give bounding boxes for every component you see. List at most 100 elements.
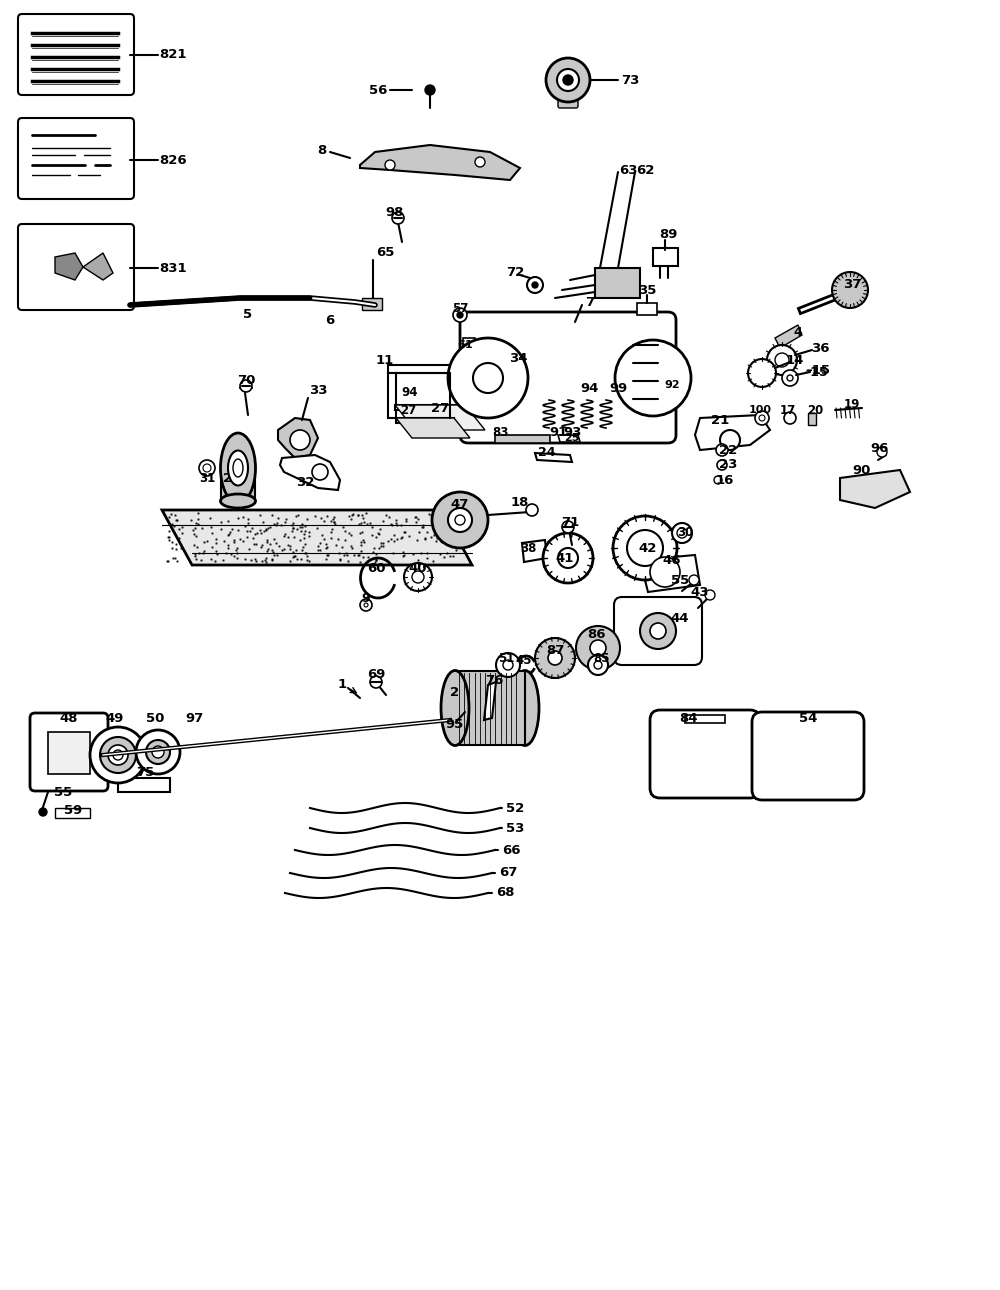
Text: 1: 1 [337, 679, 347, 691]
Circle shape [240, 381, 252, 392]
Text: 73: 73 [621, 74, 639, 86]
Circle shape [716, 444, 728, 455]
Text: 28: 28 [223, 472, 241, 485]
Circle shape [503, 660, 513, 670]
Circle shape [767, 344, 797, 375]
Text: 30: 30 [677, 525, 693, 538]
Circle shape [787, 375, 793, 381]
Bar [388, 365, 463, 373]
Text: 56: 56 [369, 84, 387, 97]
Text: 54: 54 [799, 712, 817, 725]
Text: 24: 24 [538, 446, 556, 459]
Bar [495, 435, 550, 442]
Text: 7: 7 [585, 295, 595, 308]
Text: 45: 45 [516, 654, 532, 667]
Polygon shape [582, 648, 598, 658]
Circle shape [784, 412, 796, 424]
Circle shape [563, 75, 573, 85]
Text: 91: 91 [549, 426, 567, 439]
Text: 18: 18 [511, 497, 529, 510]
Circle shape [392, 212, 404, 224]
Text: 4: 4 [794, 326, 802, 339]
Circle shape [755, 412, 769, 424]
Polygon shape [455, 671, 525, 746]
Circle shape [475, 157, 485, 166]
Circle shape [543, 533, 593, 583]
Circle shape [615, 341, 691, 415]
Circle shape [364, 602, 368, 608]
Polygon shape [221, 466, 255, 503]
Circle shape [775, 353, 789, 366]
Polygon shape [360, 144, 520, 181]
Text: 41: 41 [556, 552, 574, 565]
Text: 67: 67 [499, 867, 517, 880]
Circle shape [832, 272, 868, 308]
Text: 51: 51 [498, 651, 514, 664]
Text: 84: 84 [679, 712, 697, 725]
Text: 38: 38 [520, 542, 536, 555]
Text: 75: 75 [136, 766, 154, 779]
Bar [595, 268, 640, 298]
Polygon shape [582, 639, 598, 648]
Text: 98: 98 [386, 205, 404, 218]
Circle shape [152, 746, 164, 759]
Text: 19: 19 [844, 399, 860, 412]
Polygon shape [55, 253, 83, 280]
Text: 9: 9 [362, 592, 370, 605]
Text: 35: 35 [638, 284, 656, 297]
Circle shape [404, 562, 432, 591]
Polygon shape [83, 253, 113, 280]
Text: 36: 36 [811, 342, 829, 355]
Ellipse shape [233, 459, 243, 477]
Text: 60: 60 [367, 561, 385, 574]
Circle shape [527, 277, 543, 293]
Polygon shape [278, 418, 318, 458]
Text: 34: 34 [509, 351, 527, 365]
Text: 93: 93 [564, 426, 582, 439]
Circle shape [360, 599, 372, 611]
Text: 32: 32 [296, 476, 314, 489]
Circle shape [689, 575, 699, 584]
Text: 69: 69 [367, 668, 385, 681]
Text: 44: 44 [671, 611, 689, 624]
Circle shape [546, 58, 590, 102]
Text: 65: 65 [376, 245, 394, 258]
Polygon shape [775, 325, 802, 348]
Text: 100: 100 [748, 405, 772, 415]
Text: 90: 90 [853, 463, 871, 476]
FancyBboxPatch shape [460, 312, 676, 442]
FancyBboxPatch shape [18, 224, 134, 310]
Circle shape [108, 746, 128, 765]
Text: 57: 57 [452, 302, 468, 315]
Text: 22: 22 [719, 444, 737, 457]
Text: 6: 6 [325, 313, 335, 326]
Text: 16: 16 [716, 473, 734, 486]
Circle shape [425, 85, 435, 95]
Circle shape [717, 461, 727, 470]
Text: –15: –15 [804, 365, 828, 378]
Bar [396, 418, 454, 423]
Text: 89: 89 [659, 228, 677, 241]
Polygon shape [596, 648, 605, 664]
Circle shape [720, 430, 740, 450]
Text: 92: 92 [664, 381, 680, 390]
Text: 47: 47 [451, 498, 469, 512]
Text: 83: 83 [492, 427, 508, 440]
Text: 826: 826 [159, 154, 187, 166]
Circle shape [146, 740, 170, 764]
Text: 76: 76 [485, 673, 503, 686]
Bar [653, 248, 678, 266]
Circle shape [782, 370, 798, 386]
Text: 48: 48 [60, 712, 78, 725]
Circle shape [496, 653, 520, 677]
Text: 831: 831 [159, 262, 187, 275]
Text: 95: 95 [446, 719, 464, 731]
Text: 97: 97 [186, 712, 204, 725]
Circle shape [290, 430, 310, 450]
Text: 55: 55 [54, 787, 72, 800]
Text: 27: 27 [431, 401, 449, 414]
Polygon shape [522, 541, 547, 562]
Text: 8: 8 [317, 143, 327, 156]
Text: –15: –15 [806, 364, 830, 377]
Ellipse shape [441, 671, 469, 746]
